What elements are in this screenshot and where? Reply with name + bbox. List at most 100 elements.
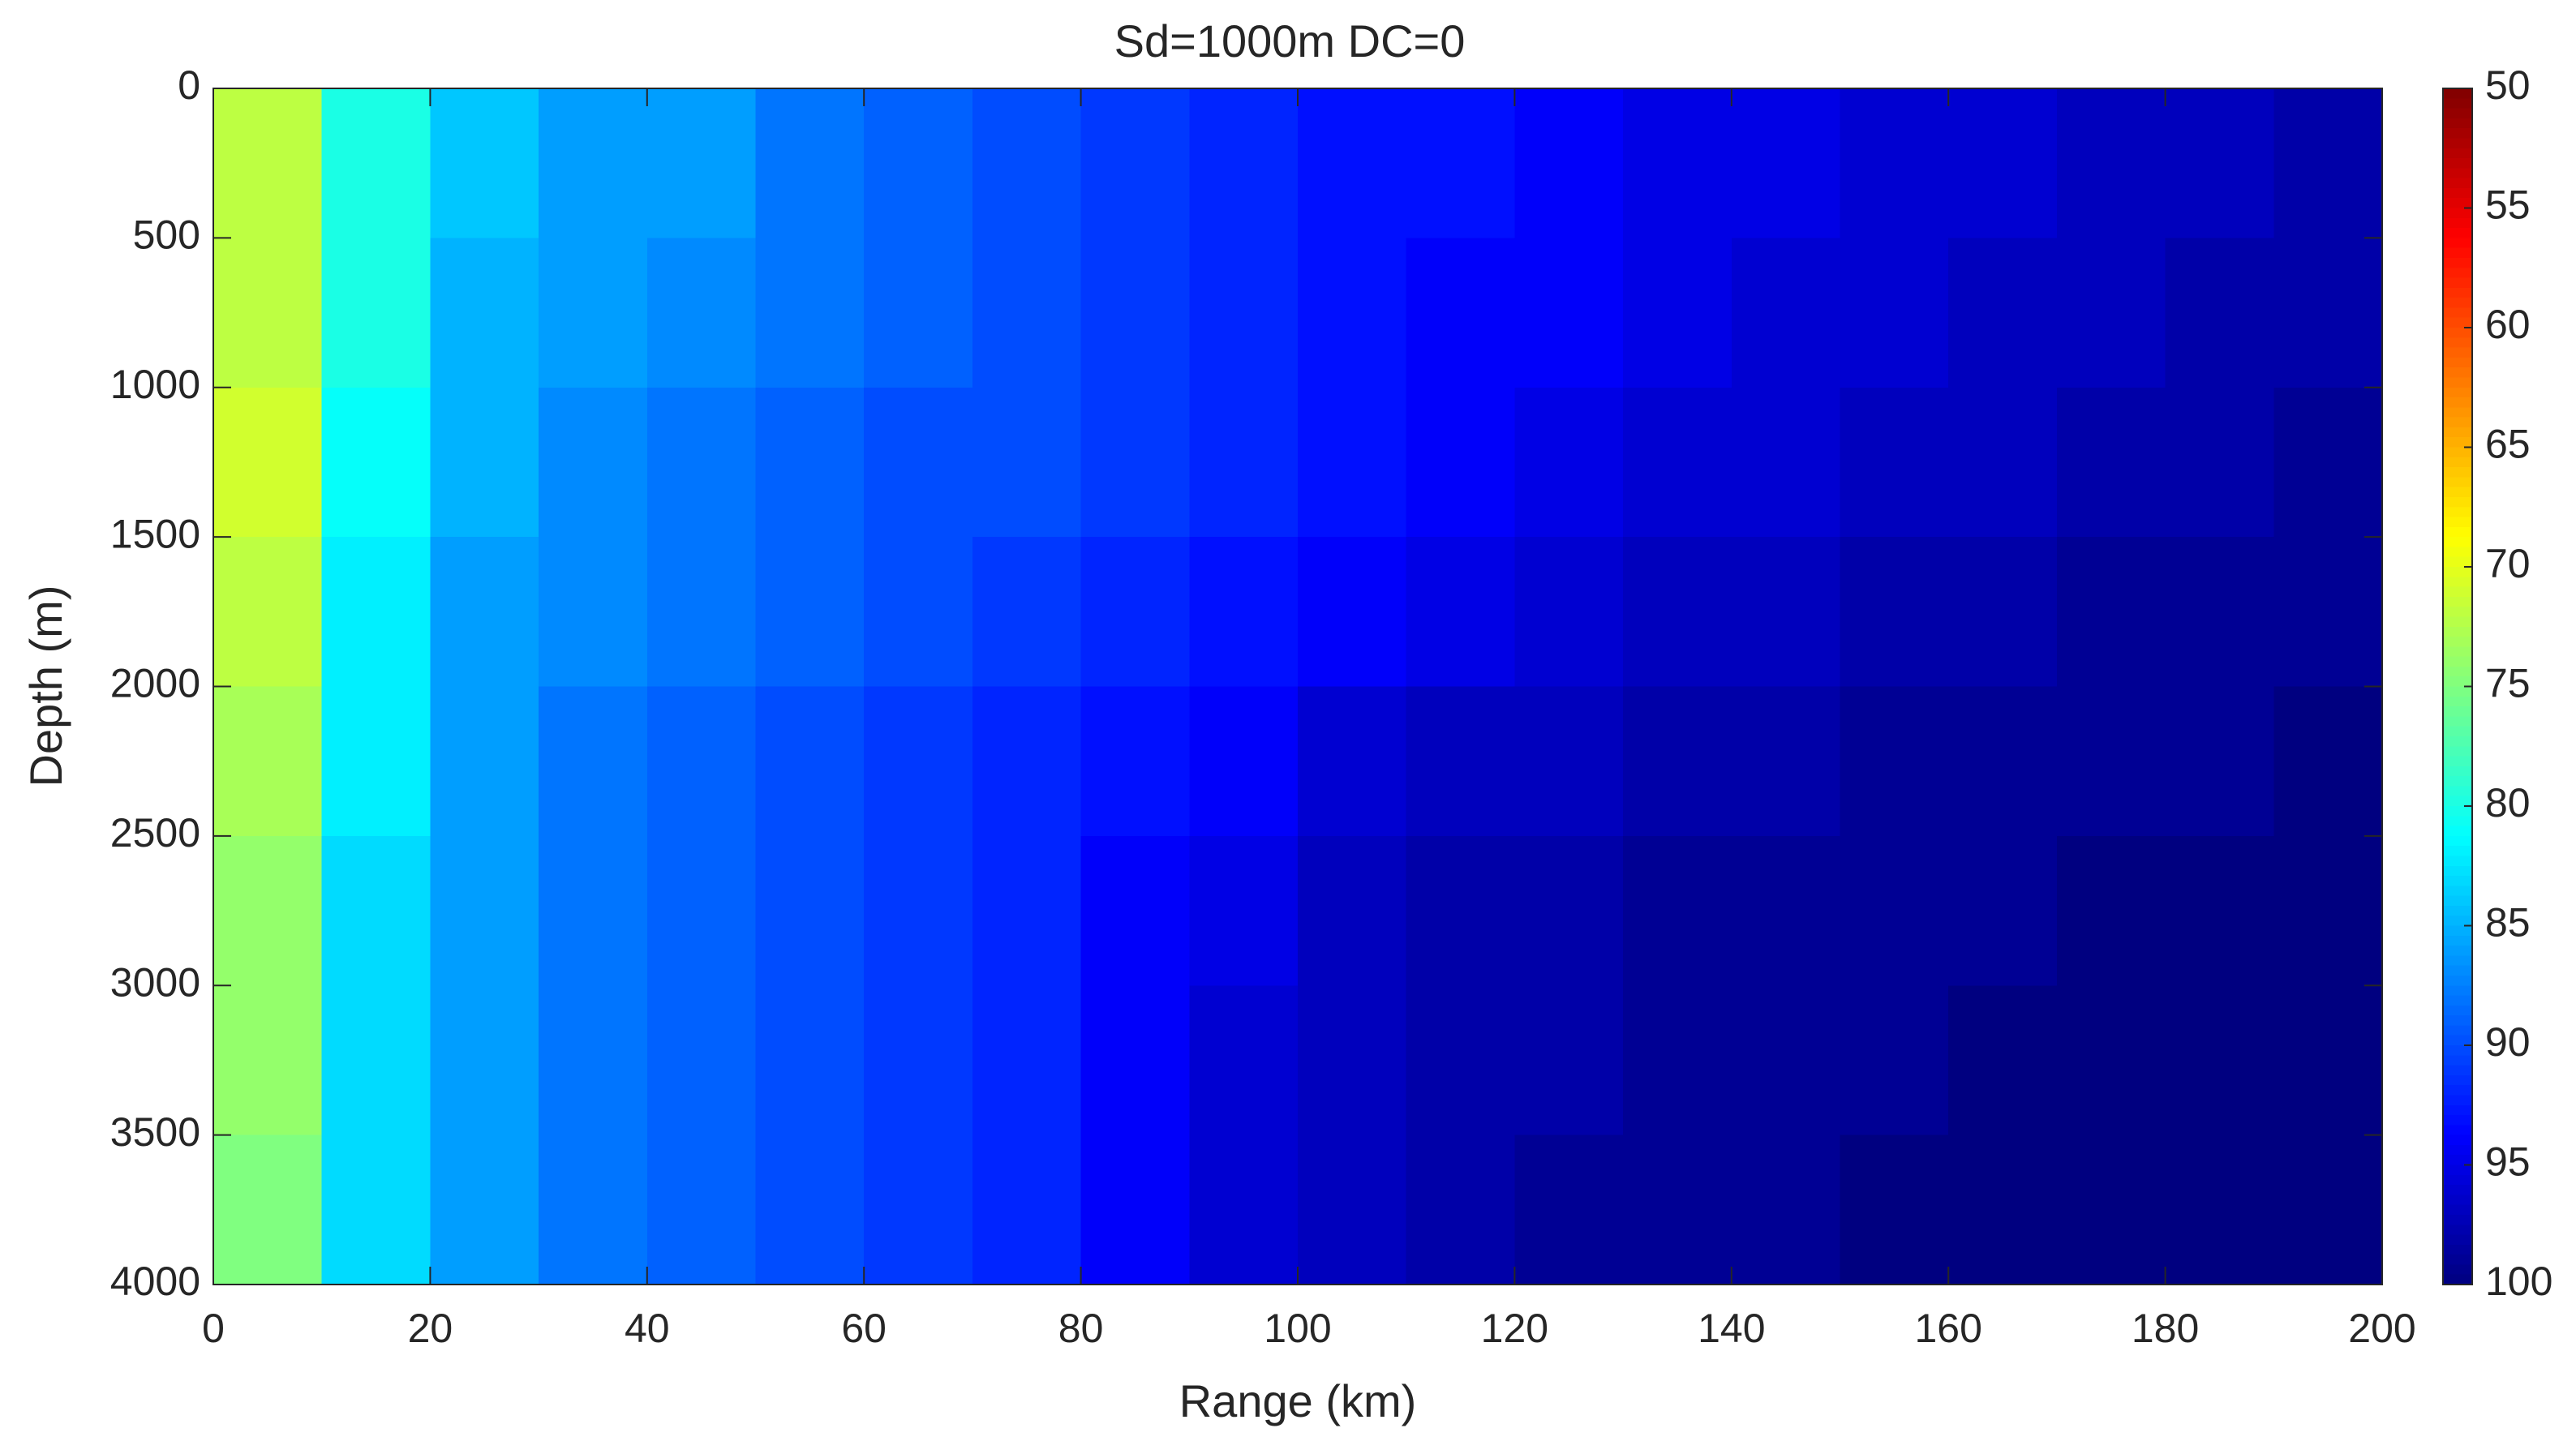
heatmap-cell — [1298, 835, 1407, 987]
colorbar-swatch — [2443, 676, 2472, 688]
colorbar-swatch — [2443, 178, 2472, 189]
heatmap-cell — [864, 88, 973, 239]
heatmap-cell — [2165, 238, 2275, 388]
heatmap-cell — [1731, 686, 1841, 837]
x-tick-label: 120 — [1481, 1306, 1548, 1351]
colorbar-swatch — [2443, 876, 2472, 887]
heatmap-cell — [1948, 387, 2058, 538]
heatmap-cell — [321, 238, 431, 388]
heatmap-cell — [1189, 238, 1299, 388]
colorbar-swatch — [2443, 1035, 2472, 1046]
colorbar-swatch — [2443, 217, 2472, 229]
colorbar-swatch — [2443, 776, 2472, 787]
colorbar-swatch — [2443, 637, 2472, 648]
colorbar-swatch — [2443, 457, 2472, 469]
colorbar-swatch — [2443, 1174, 2472, 1186]
colorbar-swatch — [2443, 1085, 2472, 1096]
colorbar-swatch — [2443, 447, 2472, 458]
colorbar-swatch — [2443, 1274, 2472, 1285]
heatmap-cell — [213, 88, 323, 239]
colorbar-swatch — [2443, 158, 2472, 169]
heatmap-cell — [2273, 1134, 2383, 1285]
colorbar-swatch — [2443, 1095, 2472, 1106]
heatmap-cell — [755, 985, 865, 1136]
heatmap-cell — [864, 238, 973, 388]
heatmap-cell — [1080, 686, 1191, 837]
heatmap-cell — [1080, 985, 1191, 1136]
colorbar-swatch — [2443, 1005, 2472, 1017]
colorbar-swatch — [2443, 148, 2472, 160]
colorbar-swatch — [2443, 1015, 2472, 1027]
heatmap-cell — [1189, 985, 1299, 1136]
heatmap-cell — [864, 686, 973, 837]
heatmap-cell — [1406, 686, 1516, 837]
heatmap-cell — [1514, 537, 1625, 688]
y-tick-label: 500 — [133, 212, 200, 258]
colorbar-swatch — [2443, 577, 2472, 588]
heatmap-cell — [1189, 537, 1299, 688]
x-tick-label: 20 — [408, 1306, 453, 1351]
colorbar-swatch — [2443, 1045, 2472, 1057]
y-tick-label: 2000 — [110, 661, 200, 706]
colorbar-swatch — [2443, 1264, 2472, 1276]
heatmap-cell — [321, 1134, 431, 1285]
colorbar-tick-label: 80 — [2485, 780, 2531, 826]
colorbar-swatch — [2443, 965, 2472, 976]
colorbar-swatch — [2443, 746, 2472, 757]
x-tick-label: 160 — [1914, 1306, 1981, 1351]
colorbar-swatch — [2443, 347, 2472, 358]
heatmap-cell — [1189, 1134, 1299, 1285]
colorbar-swatch — [2443, 138, 2472, 149]
colorbar-swatch — [2443, 526, 2472, 538]
heatmap-cell — [2056, 686, 2166, 837]
colorbar-swatch — [2443, 187, 2472, 199]
colorbar-swatch — [2443, 946, 2472, 957]
colorbar-swatch — [2443, 298, 2472, 309]
colorbar-swatch — [2443, 786, 2472, 797]
heatmap-cell — [321, 985, 431, 1136]
colorbar-swatch — [2443, 1025, 2472, 1036]
colorbar-swatch — [2443, 487, 2472, 498]
colorbar-swatch — [2443, 337, 2472, 349]
colorbar-swatch — [2443, 1155, 2472, 1166]
heatmap-cell — [646, 537, 757, 688]
colorbar-swatch — [2443, 586, 2472, 598]
colorbar-tick-label: 50 — [2485, 62, 2531, 108]
colorbar-swatch — [2443, 307, 2472, 319]
colorbar-swatch — [2443, 706, 2472, 718]
colorbar-tick-label: 85 — [2485, 900, 2531, 946]
heatmap-cell — [646, 686, 757, 837]
colorbar-swatch — [2443, 886, 2472, 897]
heatmap-cell — [1731, 238, 1841, 388]
heatmap — [213, 88, 2383, 1285]
heatmap-cell — [646, 387, 757, 538]
colorbar-swatch — [2443, 835, 2472, 847]
colorbar-swatch — [2443, 1255, 2472, 1266]
colorbar-swatch — [2443, 826, 2472, 837]
heatmap-cell — [213, 537, 323, 688]
colorbar-swatch — [2443, 1055, 2472, 1066]
heatmap-cell — [1731, 88, 1841, 239]
chart-title: Sd=1000m DC=0 — [1114, 15, 1466, 66]
colorbar-swatch — [2443, 277, 2472, 289]
y-tick-label: 3500 — [110, 1109, 200, 1155]
heatmap-cell — [1514, 686, 1625, 837]
colorbar: 50 55 60 65 70 75 80 85 90 95 100 — [2442, 62, 2552, 1304]
x-axis-label: Range (km) — [1179, 1375, 1417, 1426]
heatmap-cell — [1189, 88, 1299, 239]
heatmap-cell — [755, 1134, 865, 1285]
heatmap-cell — [1840, 1134, 1950, 1285]
heatmap-cell — [430, 835, 540, 987]
heatmap-cell — [1080, 387, 1191, 538]
heatmap-cell — [646, 835, 757, 987]
y-tick-label: 1000 — [110, 362, 200, 407]
colorbar-swatch — [2443, 666, 2472, 678]
colorbar-swatch — [2443, 607, 2472, 618]
colorbar-swatch — [2443, 328, 2472, 339]
heatmap-cell — [1623, 88, 1732, 239]
x-tick-label: 80 — [1058, 1306, 1104, 1351]
colorbar-swatch — [2443, 257, 2472, 269]
heatmap-cell — [430, 985, 540, 1136]
heatmap-cell — [1189, 387, 1299, 538]
